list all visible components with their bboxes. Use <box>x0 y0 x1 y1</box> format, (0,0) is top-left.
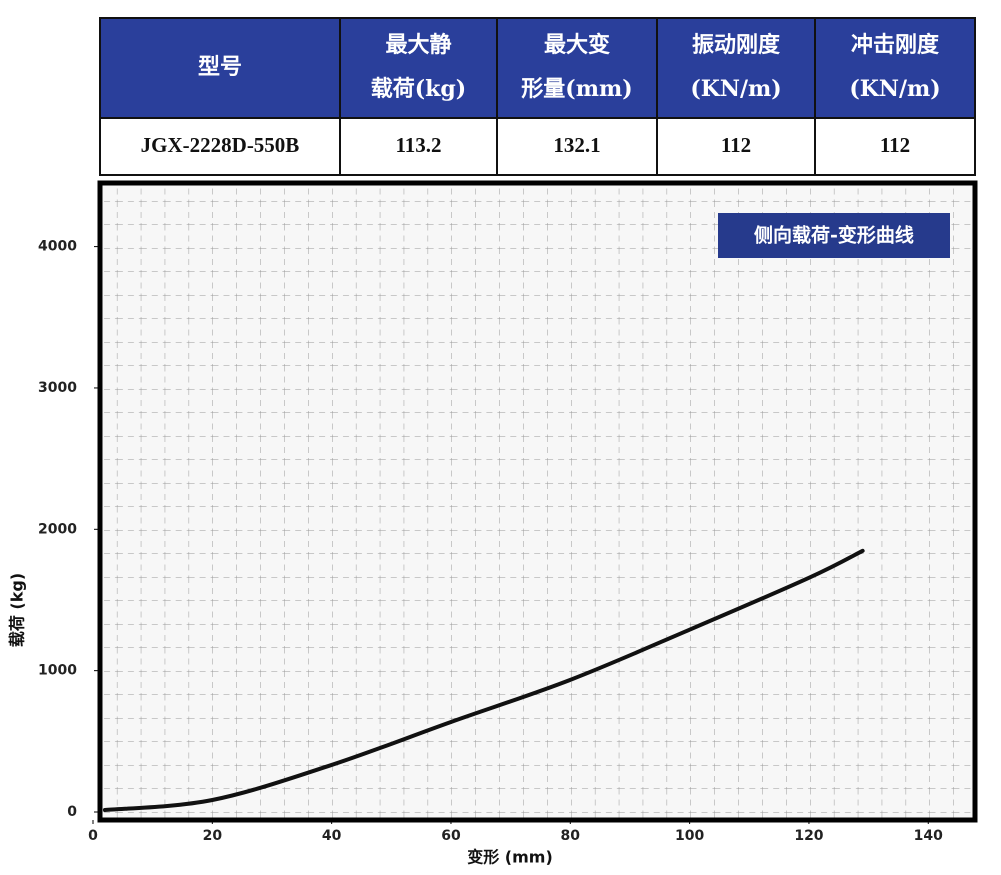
header-cell: 载荷(kg) <box>371 76 466 102</box>
x-tick-label: 80 <box>561 828 581 844</box>
chart-title: 侧向载荷-变形曲线 <box>754 224 914 247</box>
header-cell: 型号 <box>198 54 242 80</box>
x-tick-label: 100 <box>675 828 704 844</box>
header-cell: 最大静 <box>385 32 451 58</box>
y-tick-label: 0 <box>67 804 77 820</box>
table-cell: 112 <box>880 133 910 157</box>
x-tick-label: 20 <box>203 828 223 844</box>
y-tick-label: 3000 <box>38 380 77 396</box>
header-cell: (KN/m) <box>849 76 940 102</box>
x-axis-label: 变形 (mm) <box>467 848 553 867</box>
table-cell: 132.1 <box>553 133 600 157</box>
x-tick-label: 140 <box>914 828 943 844</box>
chart: 0 20 40 60 80 100 120 140 0 1000 2000 3000 4000 <box>38 239 943 844</box>
x-tick-label: 40 <box>322 828 342 844</box>
plot-grid <box>100 183 975 820</box>
y-tick-label: 2000 <box>38 521 77 537</box>
x-tick-label: 120 <box>794 828 823 844</box>
table-cell: JGX-2228D-550B <box>141 133 300 157</box>
y-tick-label: 1000 <box>38 663 77 679</box>
header-bg <box>100 18 975 118</box>
table-border <box>99 17 976 176</box>
table-cell: 113.2 <box>395 133 441 157</box>
title-box <box>718 213 950 258</box>
x-tick-label: 0 <box>88 828 98 844</box>
header-cell: (KN/m) <box>690 76 781 102</box>
x-tick-label: 60 <box>441 828 461 844</box>
table-cell: 112 <box>721 133 751 157</box>
header-cell: 冲击刚度 <box>851 32 940 58</box>
y-tick-label: 4000 <box>38 239 77 255</box>
header-cell: 最大变 <box>544 32 610 58</box>
y-axis-label: 载荷 (kg) <box>8 573 27 647</box>
header-cell: 振动刚度 <box>692 32 781 58</box>
header-cell: 形量(mm) <box>521 76 632 102</box>
line <box>102 548 865 813</box>
plot-frame <box>97 180 978 823</box>
